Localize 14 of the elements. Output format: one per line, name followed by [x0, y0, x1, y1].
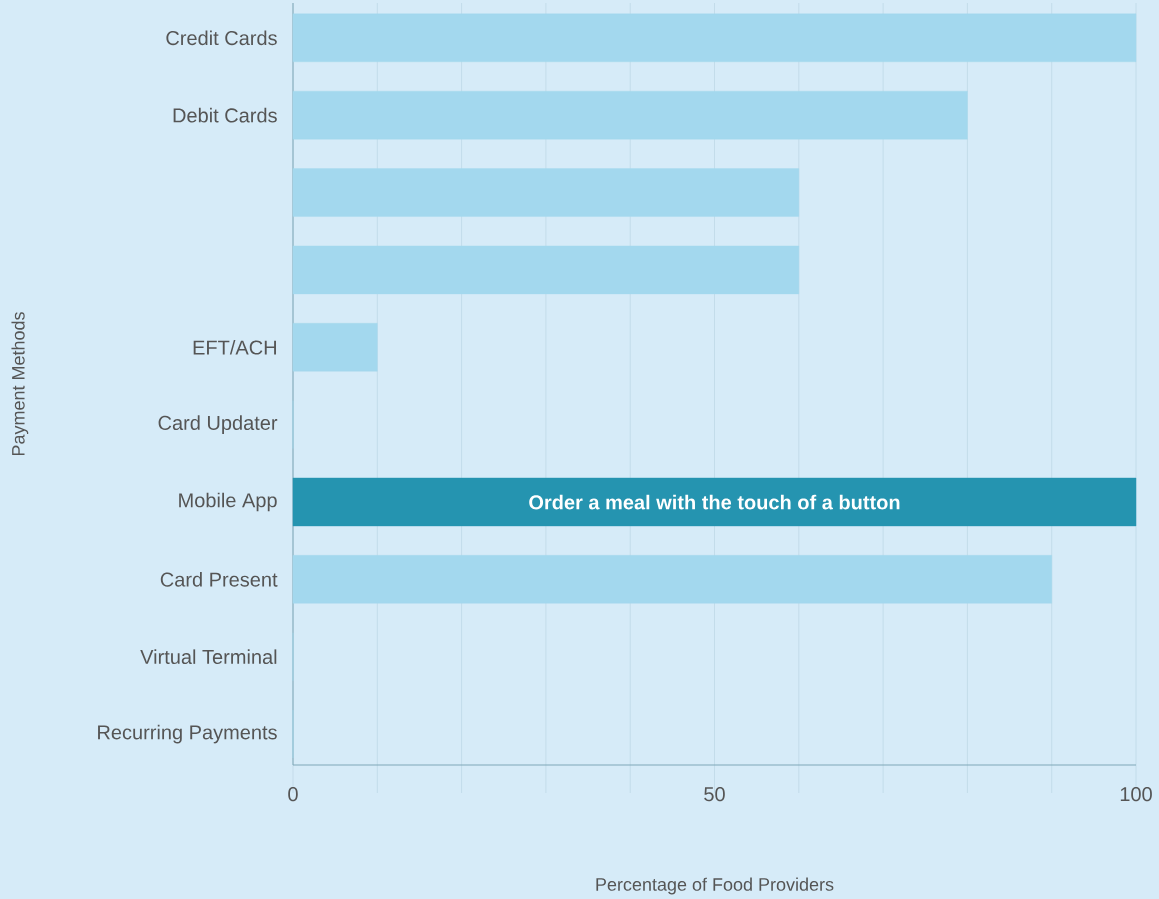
- x-tick-label: 50: [704, 787, 725, 802]
- annotation: Order a meal with the touch of a button: [529, 494, 900, 510]
- y-tick-label: Card Updater: [158, 415, 278, 434]
- y-tick-label: Card Present: [160, 572, 278, 587]
- y-tick-label: EFT/ACH: [193, 339, 276, 355]
- y-tick-label: Credit Cards: [166, 30, 277, 46]
- y-axis-title: Payment Methods: [11, 312, 29, 456]
- x-axis-title: Percentage of Food Providers: [596, 877, 834, 895]
- y-tick-label: Recurring Payments: [98, 724, 277, 744]
- y-tick-label: Debit Cards: [173, 107, 277, 123]
- y-tick-label: Virtual Terminal: [140, 649, 277, 665]
- x-tick-label: 0: [288, 787, 298, 802]
- y-tick-label: Mobile App: [179, 492, 277, 512]
- x-tick-label: 100: [1120, 787, 1152, 802]
